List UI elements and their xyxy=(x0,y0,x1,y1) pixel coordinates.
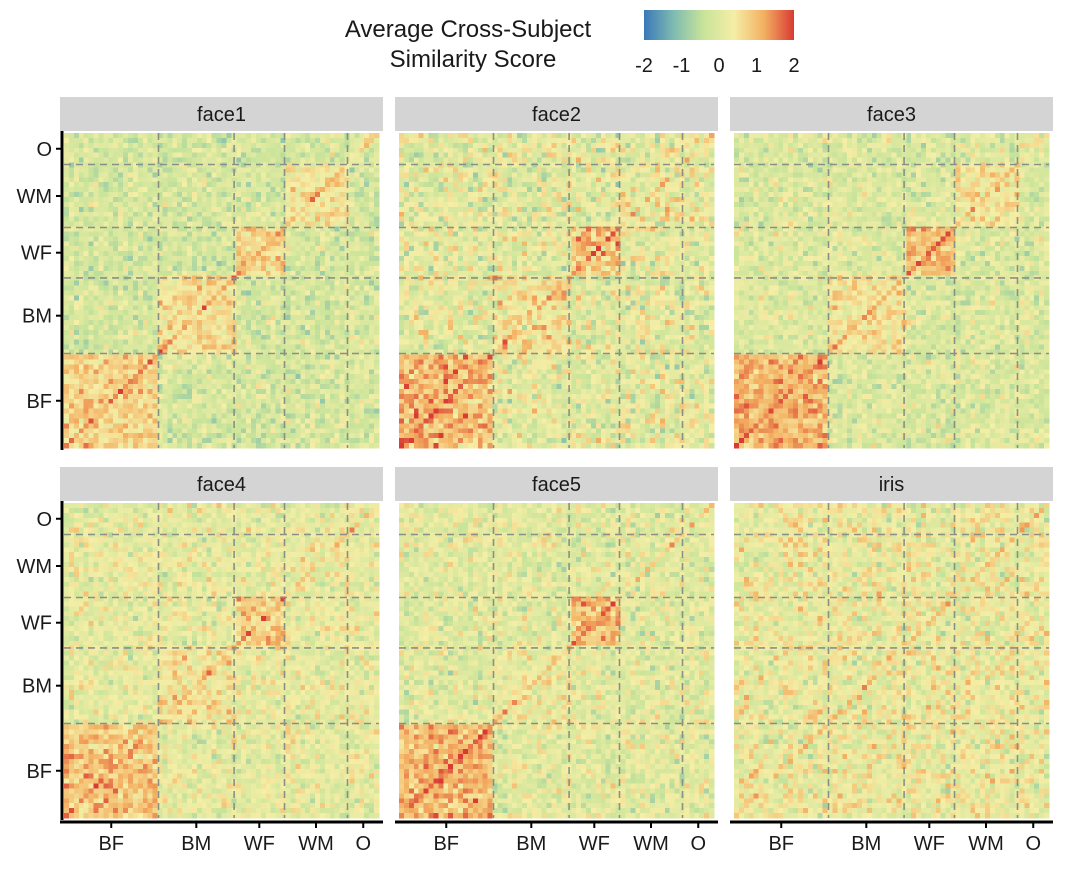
x-tick-label: BF xyxy=(433,833,459,855)
x-tick-label: WF xyxy=(579,833,610,855)
facet-strip-label: face4 xyxy=(197,474,246,496)
x-tick-label: WF xyxy=(914,833,945,855)
facet-strip-label: face2 xyxy=(532,104,581,126)
legend-tick-label: -2 xyxy=(635,55,653,77)
colorbar xyxy=(644,10,794,40)
y-tick-label: WF xyxy=(21,613,52,635)
y-tick-label: WM xyxy=(16,186,52,208)
y-tick-label: BM xyxy=(22,306,52,328)
heatmap-cells xyxy=(734,503,1049,818)
facet-panel-face1: face1 xyxy=(60,97,383,448)
heatmap-cells xyxy=(64,503,379,818)
facet-panel-iris: iris xyxy=(730,467,1053,818)
legend-tick-label: -1 xyxy=(673,55,691,77)
x-tick-label: O xyxy=(1025,833,1041,855)
colorbar-ticks: -2 -1 0 1 2 xyxy=(635,55,799,77)
y-tick-label: WM xyxy=(16,556,52,578)
y-tick-label: O xyxy=(36,509,52,531)
x-tick-label: WM xyxy=(968,833,1004,855)
x-tick-label: O xyxy=(690,833,706,855)
heatmap-cells xyxy=(399,133,714,448)
x-tick-label: BF xyxy=(98,833,124,855)
heatmap-cells xyxy=(64,133,379,448)
facet-strip-label: iris xyxy=(879,474,905,496)
x-tick-label: BF xyxy=(768,833,794,855)
x-tick-label: WM xyxy=(633,833,669,855)
facet-panel-face4: face4 xyxy=(60,467,383,818)
legend-tick-label: 1 xyxy=(751,55,762,77)
facet-strip-label: face3 xyxy=(867,104,916,126)
y-tick-label: BM xyxy=(22,676,52,698)
facet-strip-label: face5 xyxy=(532,474,581,496)
x-tick-label: BM xyxy=(851,833,881,855)
facet-grid: face1 face2 face3 face4 face5 iris xyxy=(60,97,1053,818)
y-tick-label: BF xyxy=(26,761,52,783)
x-tick-label: WF xyxy=(244,833,275,855)
x-tick-label: WM xyxy=(298,833,334,855)
facet-panel-face5: face5 xyxy=(395,467,718,818)
y-tick-label: WF xyxy=(21,243,52,265)
legend-tick-label: 0 xyxy=(713,55,724,77)
legend-tick-label: 2 xyxy=(788,55,799,77)
facet-panel-face2: face2 xyxy=(395,97,718,448)
heatmap-cells xyxy=(399,503,714,818)
colorbar-legend: Average Cross-Subject Similarity Score -… xyxy=(345,10,800,77)
facet-panel-face3: face3 xyxy=(730,97,1053,448)
y-tick-label: O xyxy=(36,139,52,161)
heatmap-cells xyxy=(734,133,1049,448)
facet-strip-label: face1 xyxy=(197,104,246,126)
x-tick-label: BM xyxy=(516,833,546,855)
legend-title-line1: Average Cross-Subject xyxy=(345,16,592,43)
y-tick-label: BF xyxy=(26,391,52,413)
legend-title-line2: Similarity Score xyxy=(390,46,557,73)
x-tick-label: O xyxy=(355,833,371,855)
x-tick-label: BM xyxy=(181,833,211,855)
